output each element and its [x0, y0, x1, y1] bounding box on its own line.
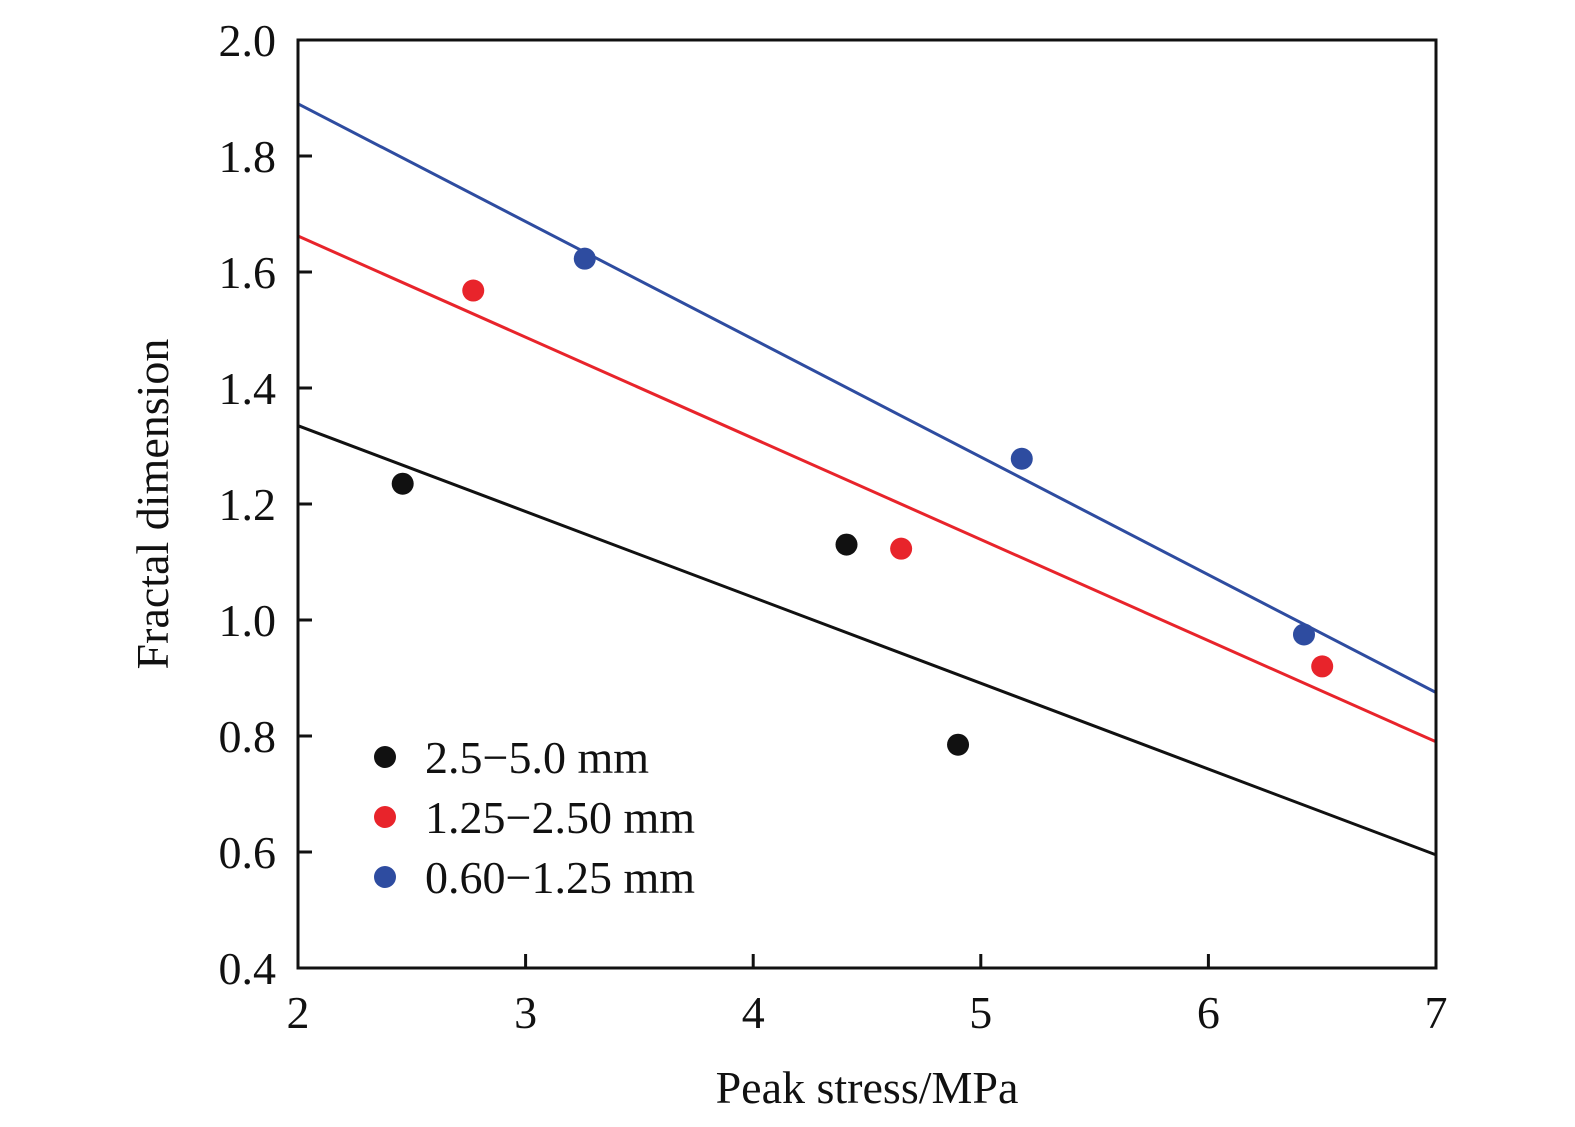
fit-line-3	[297, 102, 1437, 694]
x-tick-label: 7	[1425, 987, 1448, 1038]
legend-label-3: 0.60−1.25 mm	[425, 852, 695, 903]
point-s3-1	[573, 247, 596, 270]
y-tick-label: 1.8	[219, 131, 277, 182]
y-tick-label: 2.0	[219, 15, 277, 66]
legend-marker-1	[374, 746, 396, 768]
point-s1-3	[947, 733, 970, 756]
point-s2-1	[462, 279, 485, 302]
legend-marker-3	[374, 866, 396, 888]
y-tick-label: 1.6	[219, 247, 277, 298]
y-axis: 0.4 0.6 0.8 1.0 1.2 1.4 1.6 1.8 2.0	[219, 15, 312, 994]
data-points	[391, 247, 1334, 756]
fit-line-1	[297, 424, 1437, 857]
legend-marker-2	[374, 806, 396, 828]
y-tick-label: 1.4	[219, 363, 277, 414]
y-tick-label: 1.0	[219, 595, 277, 646]
y-axis-title: Fractal dimension	[127, 339, 178, 670]
point-s3-3	[1292, 623, 1315, 646]
fit-lines	[297, 102, 1437, 857]
x-tick-label: 5	[969, 987, 992, 1038]
x-tick-label: 6	[1197, 987, 1220, 1038]
legend-label-1: 2.5−5.0 mm	[425, 732, 649, 783]
x-tick-label: 2	[287, 987, 310, 1038]
point-s2-3	[1311, 655, 1334, 678]
y-tick-label: 1.2	[219, 479, 277, 530]
point-s3-2	[1010, 447, 1033, 470]
x-axis-title: Peak stress/MPa	[716, 1062, 1019, 1113]
point-s2-2	[890, 537, 913, 560]
y-tick-label: 0.4	[219, 943, 277, 994]
point-s1-1	[391, 472, 414, 495]
x-axis: 2 3 4 5 6 7	[287, 954, 1448, 1038]
point-s1-2	[835, 533, 858, 556]
y-tick-label: 0.8	[219, 711, 277, 762]
x-tick-label: 3	[514, 987, 537, 1038]
legend-label-2: 1.25−2.50 mm	[425, 792, 695, 843]
y-tick-label: 0.6	[219, 827, 277, 878]
x-tick-label: 4	[742, 987, 765, 1038]
legend: 2.5−5.0 mm 1.25−2.50 mm 0.60−1.25 mm	[374, 732, 695, 903]
fit-line-2	[297, 234, 1437, 744]
